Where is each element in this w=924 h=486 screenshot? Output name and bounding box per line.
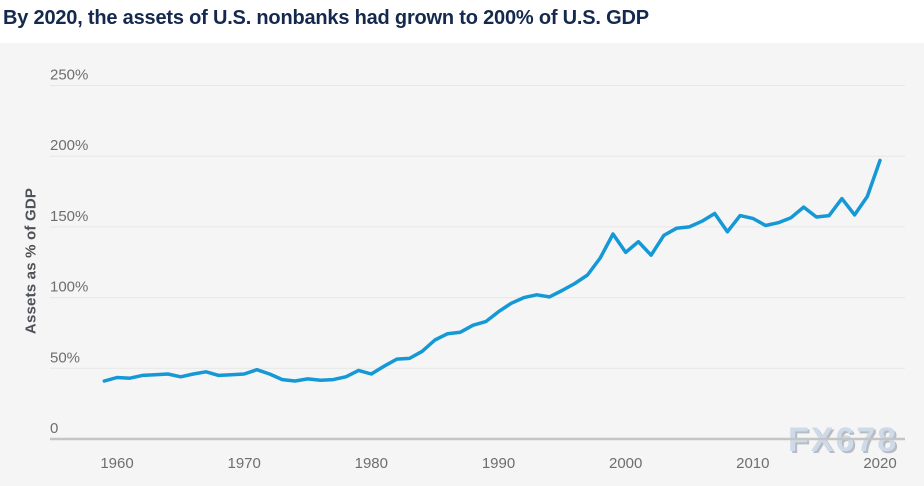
x-axis-tick-label: 2000	[609, 455, 642, 472]
line-chart: 0 50% 100% 150% 200% 250% 1960 1970 1980 1990 2000…	[50, 67, 905, 472]
x-axis-tick-label: 1980	[355, 455, 388, 472]
y-axis-tick-label: 250%	[50, 67, 88, 84]
x-axis-tick-label: 1990	[482, 455, 515, 472]
y-axis-tick-label: 150%	[50, 208, 88, 225]
x-axis-tick-label: 1960	[100, 455, 133, 472]
x-axis-tick-label: 2010	[736, 455, 769, 472]
x-axis-tick-label: 1970	[228, 455, 261, 472]
plot-panel: FX678 Assets as % of GDP 0 50% 100% 150% 200…	[0, 43, 924, 486]
chart-title: By 2020, the assets of U.S. nonbanks had…	[3, 7, 649, 29]
y-axis-tick-label: 0	[50, 420, 58, 437]
y-axis-tick-label: 50%	[50, 349, 80, 366]
y-axis-tick-label: 200%	[50, 137, 88, 154]
y-axis-tick-label: 100%	[50, 279, 88, 296]
x-axis-tick-label: 2020	[863, 455, 896, 472]
data-line-series	[102, 158, 882, 383]
